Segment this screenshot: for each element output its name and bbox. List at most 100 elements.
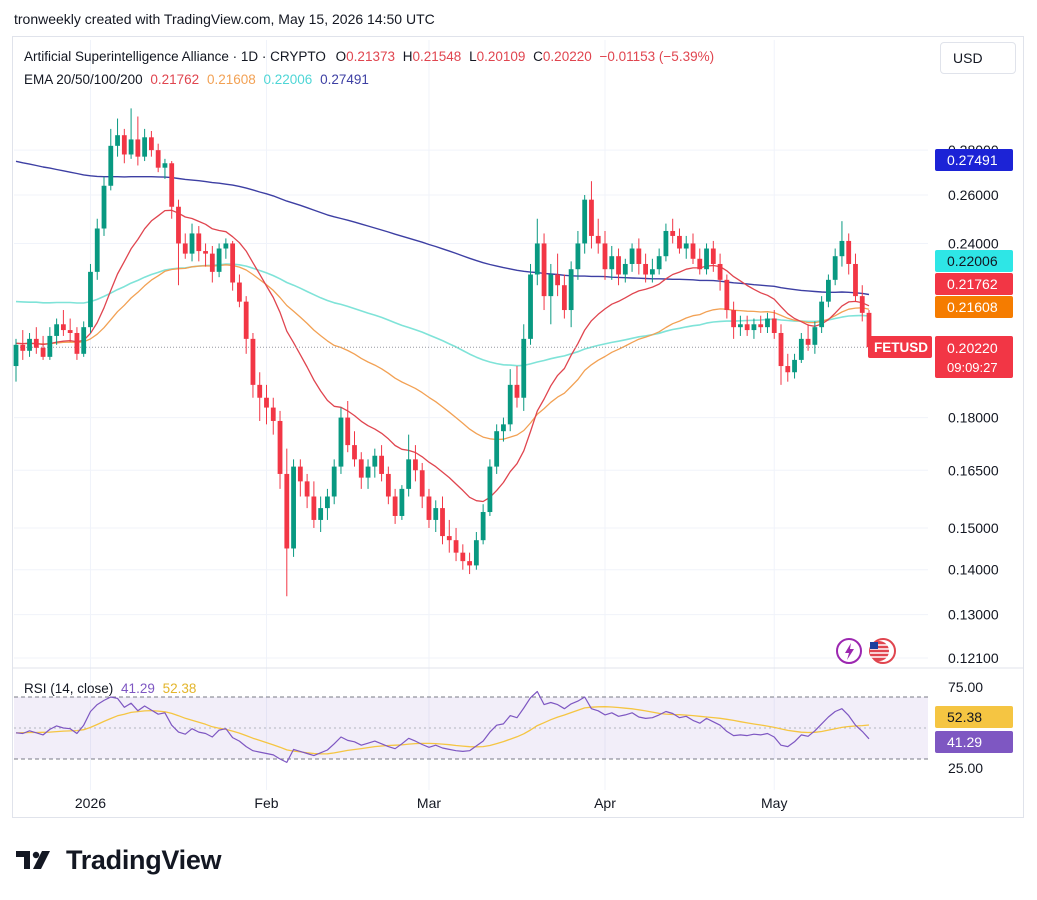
candle[interactable]	[399, 485, 405, 520]
candle[interactable]	[149, 130, 154, 157]
us-flag-icon[interactable]	[869, 638, 896, 664]
candle[interactable]	[534, 218, 540, 286]
candle[interactable]	[710, 240, 716, 272]
candle[interactable]	[203, 243, 208, 267]
candle[interactable]	[94, 218, 100, 280]
candle[interactable]	[365, 459, 371, 489]
candle[interactable]	[528, 263, 533, 345]
candle[interactable]	[47, 327, 53, 360]
candle[interactable]	[67, 318, 73, 342]
candle[interactable]	[257, 372, 263, 421]
candle[interactable]	[717, 253, 723, 291]
candle[interactable]	[216, 243, 222, 278]
candle[interactable]	[284, 448, 290, 597]
candle[interactable]	[358, 452, 364, 489]
candle[interactable]	[826, 274, 831, 308]
candle[interactable]	[744, 315, 750, 336]
candle[interactable]	[345, 401, 351, 453]
candle[interactable]	[250, 332, 256, 398]
candle[interactable]	[561, 274, 567, 319]
candle[interactable]	[135, 116, 141, 166]
candle[interactable]	[859, 285, 865, 322]
candle[interactable]	[209, 245, 215, 283]
candle[interactable]	[622, 258, 628, 283]
candle[interactable]	[311, 481, 317, 528]
candle[interactable]	[501, 417, 506, 442]
candle[interactable]	[176, 199, 181, 286]
candle[interactable]	[785, 353, 791, 382]
candle[interactable]	[778, 324, 784, 385]
candle[interactable]	[108, 128, 114, 191]
candle[interactable]	[325, 488, 330, 520]
candle[interactable]	[297, 459, 303, 497]
candle[interactable]	[792, 353, 797, 379]
candle[interactable]	[683, 235, 689, 259]
candle[interactable]	[392, 488, 398, 524]
chart-frame[interactable]	[12, 36, 1024, 818]
candle[interactable]	[128, 108, 134, 159]
currency-selector[interactable]: USD	[940, 42, 1016, 74]
candle[interactable]	[155, 143, 161, 173]
candle[interactable]	[142, 128, 148, 162]
candle[interactable]	[663, 223, 669, 262]
candle[interactable]	[480, 504, 486, 545]
candle[interactable]	[433, 500, 439, 533]
candle[interactable]	[33, 327, 39, 354]
candle[interactable]	[649, 258, 655, 283]
candle[interactable]	[765, 312, 770, 333]
candle[interactable]	[385, 466, 391, 505]
candle[interactable]	[318, 496, 324, 533]
candle[interactable]	[27, 332, 32, 357]
candle[interactable]	[40, 335, 46, 360]
candle[interactable]	[60, 310, 66, 336]
candle[interactable]	[643, 253, 649, 283]
candle[interactable]	[514, 366, 520, 408]
candle[interactable]	[494, 424, 500, 474]
candle[interactable]	[589, 181, 594, 249]
candle[interactable]	[115, 118, 120, 157]
candle[interactable]	[304, 473, 310, 509]
candle[interactable]	[731, 301, 737, 339]
candle[interactable]	[812, 321, 818, 354]
candle[interactable]	[636, 238, 642, 275]
candle[interactable]	[379, 445, 384, 482]
candle[interactable]	[609, 245, 615, 280]
candle[interactable]	[121, 128, 127, 164]
candle[interactable]	[162, 158, 168, 179]
candle[interactable]	[196, 226, 202, 262]
candle[interactable]	[677, 228, 682, 254]
candle[interactable]	[629, 243, 635, 272]
candle[interactable]	[575, 230, 581, 280]
candle[interactable]	[737, 315, 743, 336]
candle[interactable]	[406, 434, 412, 497]
candle[interactable]	[331, 459, 337, 505]
candle[interactable]	[270, 397, 276, 435]
candle[interactable]	[453, 527, 459, 562]
candle[interactable]	[568, 261, 574, 328]
candle[interactable]	[704, 243, 709, 275]
candle[interactable]	[507, 369, 513, 432]
candle[interactable]	[541, 233, 547, 311]
candle[interactable]	[473, 532, 479, 570]
candle[interactable]	[751, 318, 757, 339]
candle[interactable]	[839, 221, 845, 267]
candle[interactable]	[20, 330, 26, 360]
candle[interactable]	[690, 233, 696, 264]
candle[interactable]	[372, 448, 378, 478]
candle[interactable]	[74, 327, 80, 360]
candle[interactable]	[670, 218, 676, 244]
candle[interactable]	[277, 410, 283, 489]
candle[interactable]	[805, 324, 811, 351]
candle[interactable]	[243, 296, 249, 354]
candle[interactable]	[758, 315, 764, 333]
candle[interactable]	[440, 496, 445, 545]
candle[interactable]	[169, 161, 175, 219]
candle[interactable]	[182, 233, 188, 259]
lightning-icon[interactable]	[836, 638, 862, 664]
candle[interactable]	[460, 544, 466, 570]
candle[interactable]	[595, 218, 601, 254]
candle[interactable]	[467, 552, 472, 575]
candle[interactable]	[291, 459, 296, 557]
candle[interactable]	[832, 248, 838, 286]
